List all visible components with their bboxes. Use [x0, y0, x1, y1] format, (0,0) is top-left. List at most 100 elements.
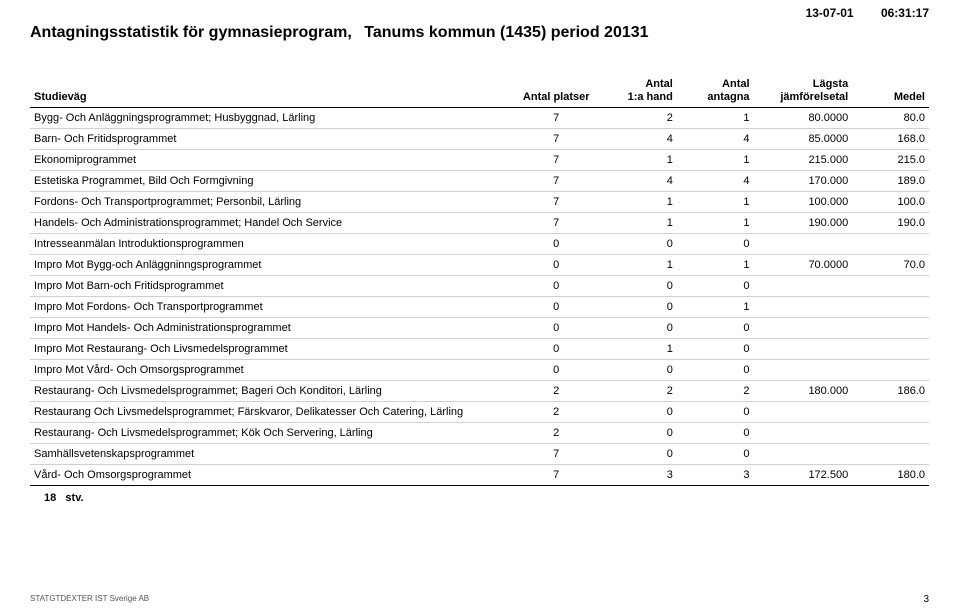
footer-left: STATGTDEXTER IST Sverige AB	[30, 594, 149, 603]
table-row: Impro Mot Bygg-och Anläggninngsprogramme…	[30, 255, 929, 276]
cell-antagna: 0	[677, 234, 754, 255]
cell-antagna: 4	[677, 171, 754, 192]
cell-medel: 80.0	[852, 108, 929, 129]
table-body: Bygg- Och Anläggningsprogrammet; Husbygg…	[30, 108, 929, 486]
cell-platser: 7	[512, 150, 600, 171]
cell-platser: 0	[512, 255, 600, 276]
cell-platser: 7	[512, 444, 600, 465]
cell-jam: 180.000	[754, 381, 853, 402]
table-row: Ekonomiprogrammet711215.000215.0	[30, 150, 929, 171]
cell-hand: 1	[600, 255, 677, 276]
cell-antagna: 0	[677, 276, 754, 297]
page-number: 3	[923, 594, 929, 605]
cell-jam	[754, 234, 853, 255]
cell-hand: 1	[600, 339, 677, 360]
cell-platser: 2	[512, 381, 600, 402]
cell-hand: 3	[600, 465, 677, 486]
cell-name: Barn- Och Fritidsprogrammet	[30, 129, 512, 150]
table-row: Impro Mot Fordons- Och Transportprogramm…	[30, 297, 929, 318]
cell-medel	[852, 276, 929, 297]
cell-antagna: 0	[677, 423, 754, 444]
cell-jam	[754, 318, 853, 339]
cell-hand: 2	[600, 108, 677, 129]
table-row: Restaurang Och Livsmedelsprogrammet; Fär…	[30, 402, 929, 423]
cell-platser: 2	[512, 423, 600, 444]
cell-name: Impro Mot Fordons- Och Transportprogramm…	[30, 297, 512, 318]
cell-platser: 7	[512, 171, 600, 192]
cell-antagna: 1	[677, 150, 754, 171]
cell-jam: 85.0000	[754, 129, 853, 150]
cell-hand: 0	[600, 234, 677, 255]
col-studievag: Studieväg	[30, 76, 512, 108]
cell-hand: 4	[600, 129, 677, 150]
cell-antagna: 0	[677, 444, 754, 465]
cell-name: Vård- Och Omsorgsprogrammet	[30, 465, 512, 486]
cell-hand: 0	[600, 318, 677, 339]
cell-jam: 172.500	[754, 465, 853, 486]
cell-medel	[852, 297, 929, 318]
cell-hand: 0	[600, 276, 677, 297]
cell-antagna: 2	[677, 381, 754, 402]
cell-medel: 168.0	[852, 129, 929, 150]
cell-name: Intresseanmälan Introduktionsprogrammen	[30, 234, 512, 255]
cell-antagna: 4	[677, 129, 754, 150]
cell-platser: 0	[512, 318, 600, 339]
cell-name: Impro Mot Handels- Och Administrationspr…	[30, 318, 512, 339]
cell-antagna: 0	[677, 339, 754, 360]
cell-jam	[754, 360, 853, 381]
cell-jam: 170.000	[754, 171, 853, 192]
col-hand: Antal 1:a hand	[600, 76, 677, 108]
cell-name: Ekonomiprogrammet	[30, 150, 512, 171]
cell-platser: 7	[512, 213, 600, 234]
table-row: Vård- Och Omsorgsprogrammet733172.500180…	[30, 465, 929, 486]
cell-name: Fordons- Och Transportprogrammet; Person…	[30, 192, 512, 213]
cell-antagna: 1	[677, 192, 754, 213]
row-count: 18 stv.	[30, 492, 929, 504]
cell-antagna: 1	[677, 255, 754, 276]
cell-jam	[754, 276, 853, 297]
cell-jam	[754, 402, 853, 423]
cell-antagna: 1	[677, 213, 754, 234]
cell-antagna: 1	[677, 297, 754, 318]
cell-jam	[754, 297, 853, 318]
cell-name: Impro Mot Restaurang- Och Livsmedelsprog…	[30, 339, 512, 360]
cell-medel: 186.0	[852, 381, 929, 402]
cell-jam: 190.000	[754, 213, 853, 234]
cell-hand: 0	[600, 423, 677, 444]
title-part-a: Antagningsstatistik för gymnasieprogram,	[30, 24, 352, 41]
cell-medel	[852, 423, 929, 444]
cell-hand: 1	[600, 192, 677, 213]
cell-jam	[754, 423, 853, 444]
cell-medel: 70.0	[852, 255, 929, 276]
table-row: Restaurang- Och Livsmedelsprogrammet; Ba…	[30, 381, 929, 402]
cell-medel: 190.0	[852, 213, 929, 234]
count-unit: stv.	[65, 492, 83, 504]
table-row: Impro Mot Barn-och Fritidsprogrammet000	[30, 276, 929, 297]
cell-medel	[852, 318, 929, 339]
cell-hand: 4	[600, 171, 677, 192]
table-row: Impro Mot Vård- Och Omsorgsprogrammet000	[30, 360, 929, 381]
cell-platser: 0	[512, 297, 600, 318]
col-jamforelsetal: Lägsta jämförelsetal	[754, 76, 853, 108]
page-footer: STATGTDEXTER IST Sverige AB 3	[30, 594, 929, 605]
cell-name: Restaurang- Och Livsmedelsprogrammet; Kö…	[30, 423, 512, 444]
cell-name: Impro Mot Barn-och Fritidsprogrammet	[30, 276, 512, 297]
cell-medel	[852, 402, 929, 423]
cell-platser: 0	[512, 234, 600, 255]
cell-hand: 1	[600, 213, 677, 234]
time: 06:31:17	[881, 6, 929, 20]
cell-hand: 0	[600, 360, 677, 381]
table-row: Fordons- Och Transportprogrammet; Person…	[30, 192, 929, 213]
cell-medel: 215.0	[852, 150, 929, 171]
table-row: Impro Mot Handels- Och Administrationspr…	[30, 318, 929, 339]
col-antagna: Antal antagna	[677, 76, 754, 108]
cell-medel: 180.0	[852, 465, 929, 486]
table-row: Impro Mot Restaurang- Och Livsmedelsprog…	[30, 339, 929, 360]
cell-name: Impro Mot Vård- Och Omsorgsprogrammet	[30, 360, 512, 381]
cell-platser: 7	[512, 129, 600, 150]
cell-name: Samhällsvetenskapsprogrammet	[30, 444, 512, 465]
cell-hand: 0	[600, 297, 677, 318]
cell-antagna: 0	[677, 402, 754, 423]
page-root: 13-07-01 06:31:17 Antagningsstatistik fö…	[0, 0, 959, 613]
title-part-b: Tanums kommun (1435) period 20131	[364, 24, 648, 41]
